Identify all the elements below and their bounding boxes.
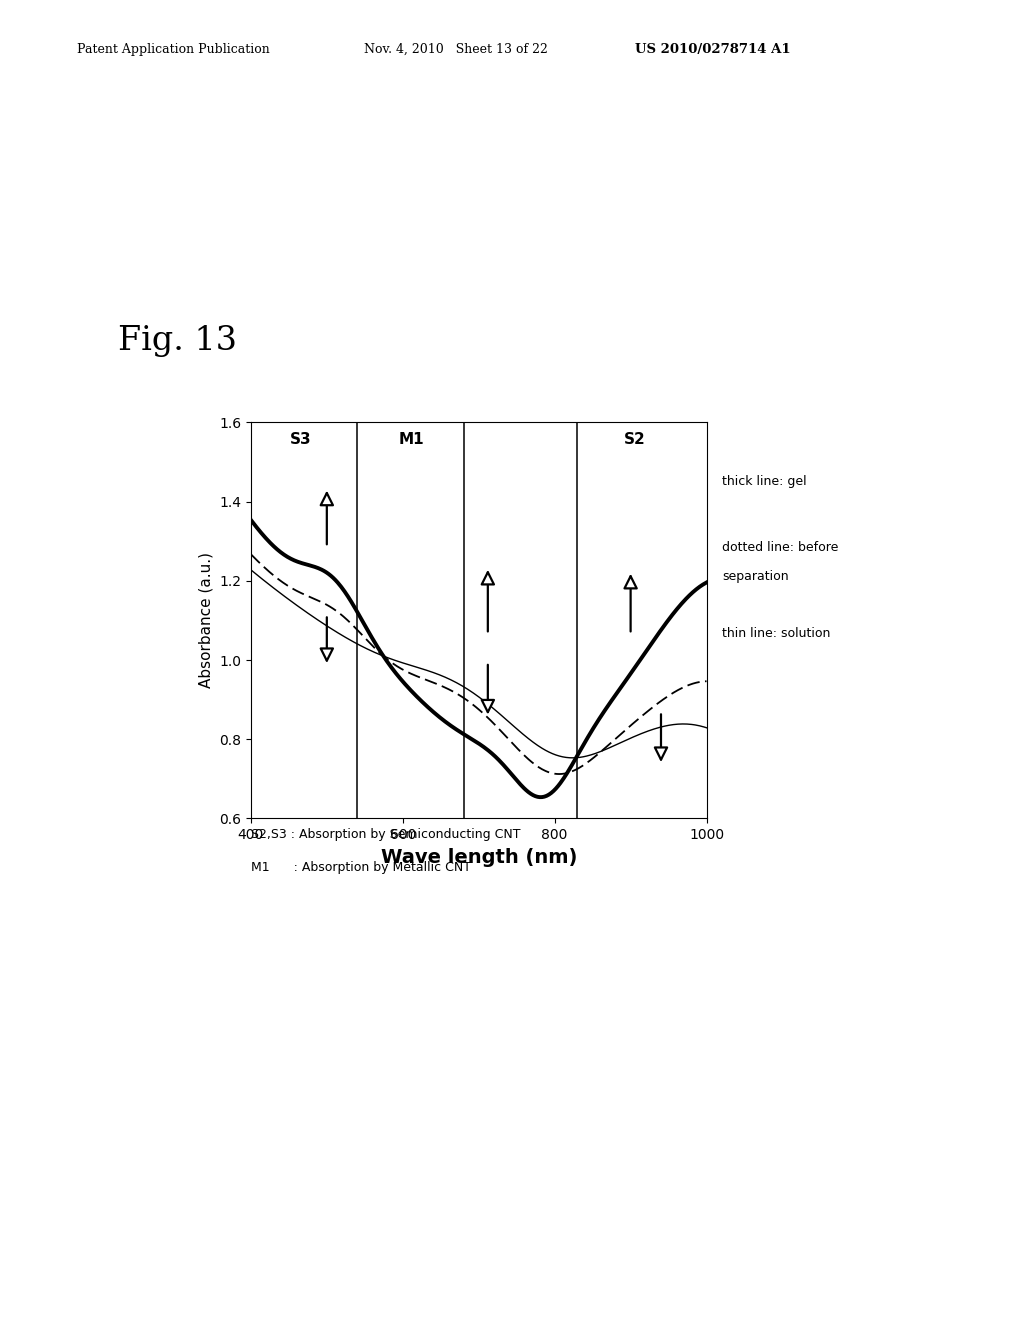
Text: dotted line: before: dotted line: before xyxy=(722,541,839,554)
Text: M1      : Absorption by Metallic CNT: M1 : Absorption by Metallic CNT xyxy=(251,861,471,874)
Text: thick line: gel: thick line: gel xyxy=(722,475,807,488)
Text: S2,S3 : Absorption by Semiconducting CNT: S2,S3 : Absorption by Semiconducting CNT xyxy=(251,828,520,841)
Text: Patent Application Publication: Patent Application Publication xyxy=(77,42,269,55)
X-axis label: Wave length (nm): Wave length (nm) xyxy=(381,847,577,867)
Text: US 2010/0278714 A1: US 2010/0278714 A1 xyxy=(635,42,791,55)
Text: thin line: solution: thin line: solution xyxy=(722,627,830,640)
Text: S3: S3 xyxy=(290,433,311,447)
Text: Fig. 13: Fig. 13 xyxy=(118,325,237,356)
Text: S2: S2 xyxy=(624,433,645,447)
Text: M1: M1 xyxy=(399,433,425,447)
Text: Nov. 4, 2010   Sheet 13 of 22: Nov. 4, 2010 Sheet 13 of 22 xyxy=(364,42,548,55)
Text: separation: separation xyxy=(722,570,788,583)
Y-axis label: Absorbance (a.u.): Absorbance (a.u.) xyxy=(199,552,213,689)
